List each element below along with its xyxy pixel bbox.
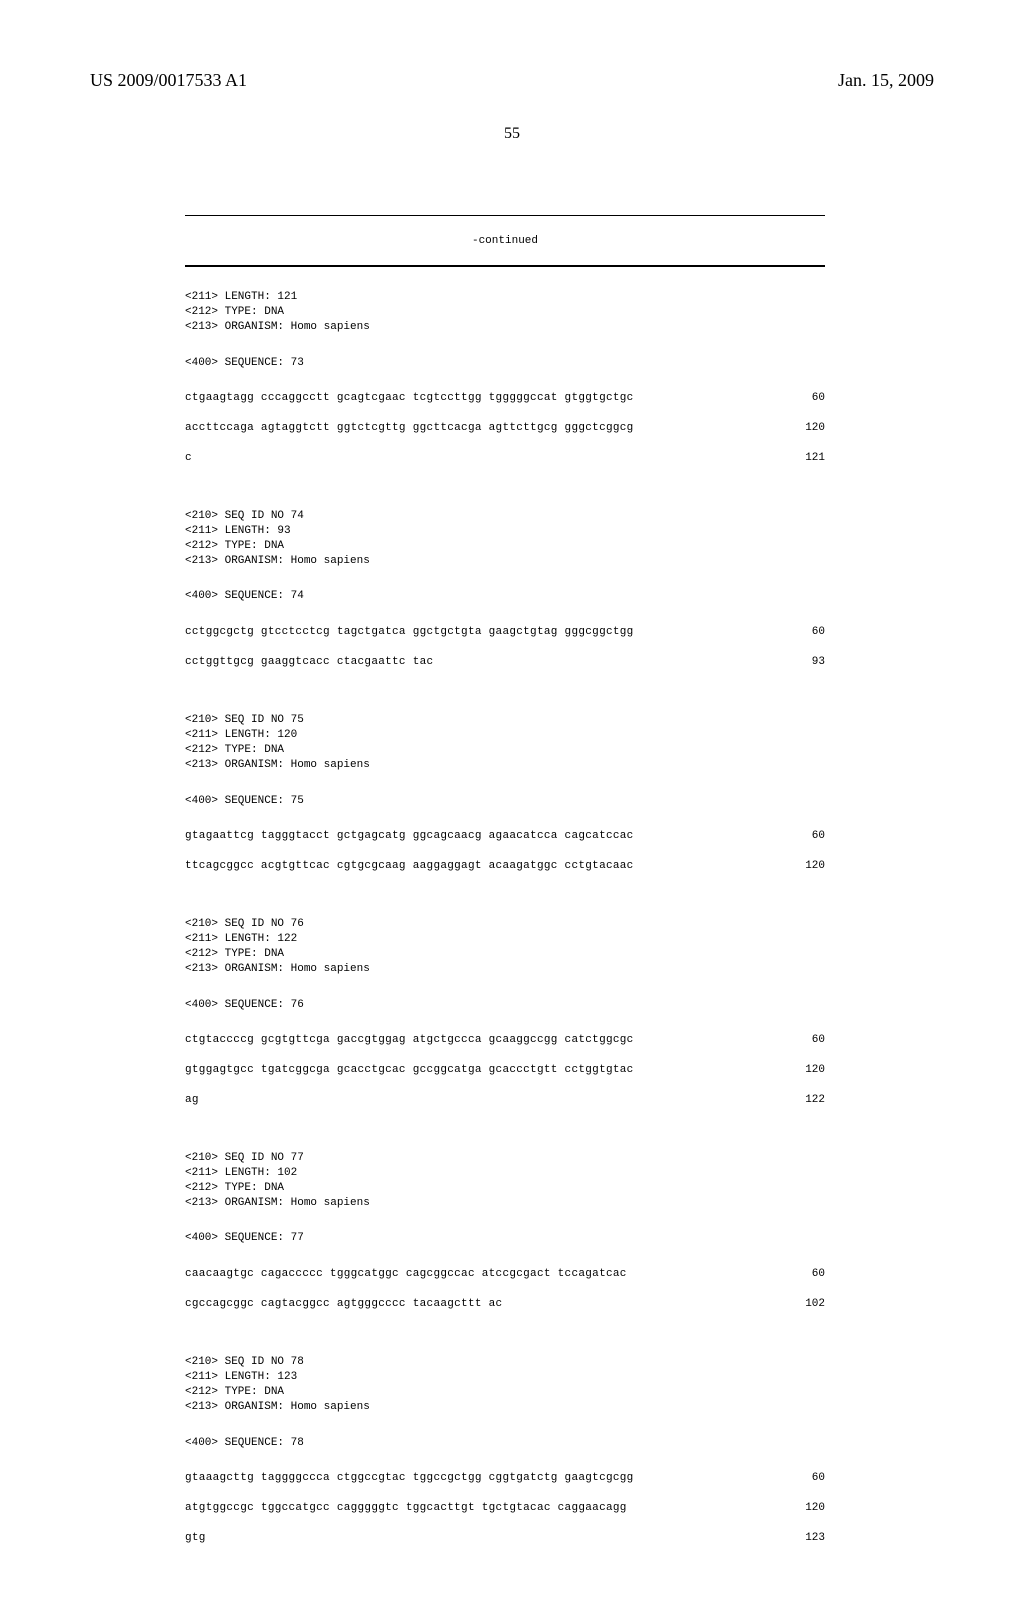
seq-line: ctgaagtagg cccaggcctt gcagtcgaac tcgtcct… (185, 391, 825, 406)
seq-header: <211> LENGTH: 121 <212> TYPE: DNA <213> … (185, 290, 825, 335)
seq-line: gtg123 (185, 1531, 825, 1546)
seq-line: cctggttgcg gaaggtcacc ctacgaattc tac93 (185, 655, 825, 670)
page-number: 55 (0, 125, 1024, 143)
seq-label: <400> SEQUENCE: 74 (185, 589, 825, 604)
seq-body: gtagaattcg tagggtacct gctgagcatg ggcagca… (185, 829, 825, 874)
seq-label: <400> SEQUENCE: 75 (185, 794, 825, 809)
seq-line: gtggagtgcc tgatcggcga gcacctgcac gccggca… (185, 1063, 825, 1078)
seq-body: caacaagtgc cagaccccc tgggcatggc cagcggcc… (185, 1267, 825, 1312)
seq-body: gtaaagcttg taggggccca ctggccgtac tggccgc… (185, 1471, 825, 1545)
seq-line: ag122 (185, 1093, 825, 1108)
seq-header: <210> SEQ ID NO 77 <211> LENGTH: 102 <21… (185, 1151, 825, 1210)
publication-number: US 2009/0017533 A1 (90, 70, 247, 91)
seq-line: gtaaagcttg taggggccca ctggccgtac tggccgc… (185, 1471, 825, 1486)
seq-line: atgtggccgc tggccatgcc cagggggtc tggcactt… (185, 1501, 825, 1516)
seq-body: ctgtaccccg gcgtgttcga gaccgtggag atgctgc… (185, 1033, 825, 1107)
seq-line: gtagaattcg tagggtacct gctgagcatg ggcagca… (185, 829, 825, 844)
seq-header: <210> SEQ ID NO 74 <211> LENGTH: 93 <212… (185, 509, 825, 568)
seq-line: ttcagcggcc acgtgttcac cgtgcgcaag aaggagg… (185, 859, 825, 874)
seq-label: <400> SEQUENCE: 73 (185, 356, 825, 371)
seq-label: <400> SEQUENCE: 78 (185, 1436, 825, 1451)
seq-body: cctggcgctg gtcctcctcg tagctgatca ggctgct… (185, 625, 825, 670)
sequence-listing: -continued <211> LENGTH: 121 <212> TYPE:… (185, 200, 825, 1604)
seq-body: ctgaagtagg cccaggcctt gcagtcgaac tcgtcct… (185, 391, 825, 465)
seq-header: <210> SEQ ID NO 78 <211> LENGTH: 123 <21… (185, 1355, 825, 1414)
seq-line: ctgtaccccg gcgtgttcga gaccgtggag atgctgc… (185, 1033, 825, 1048)
seq-line: cctggcgctg gtcctcctcg tagctgatca ggctgct… (185, 625, 825, 640)
publication-date: Jan. 15, 2009 (838, 70, 934, 91)
page-header: US 2009/0017533 A1 Jan. 15, 2009 (0, 70, 1024, 91)
seq-line: caacaagtgc cagaccccc tgggcatggc cagcggcc… (185, 1267, 825, 1282)
seq-header: <210> SEQ ID NO 75 <211> LENGTH: 120 <21… (185, 713, 825, 772)
seq-label: <400> SEQUENCE: 77 (185, 1231, 825, 1246)
seq-label: <400> SEQUENCE: 76 (185, 998, 825, 1013)
seq-line: c121 (185, 451, 825, 466)
seq-line: cgccagcggc cagtacggcc agtgggcccc tacaagc… (185, 1297, 825, 1312)
continued-label: -continued (185, 234, 825, 251)
seq-line: accttccaga agtaggtctt ggtctcgttg ggcttca… (185, 421, 825, 436)
seq-header: <210> SEQ ID NO 76 <211> LENGTH: 122 <21… (185, 917, 825, 976)
